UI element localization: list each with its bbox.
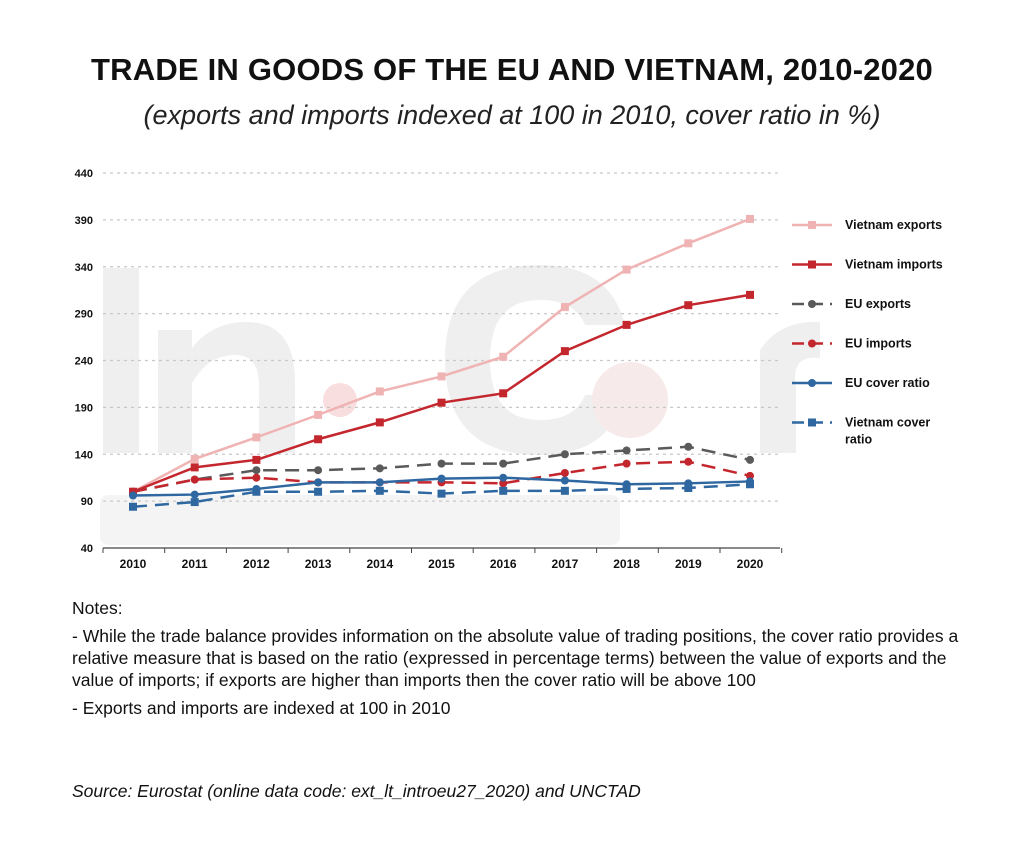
data-point bbox=[622, 459, 631, 468]
data-point bbox=[190, 454, 199, 463]
y-tick-label: 190 bbox=[75, 402, 93, 414]
y-tick-label: 140 bbox=[75, 449, 93, 461]
data-point bbox=[499, 352, 508, 361]
x-tick-label: 2010 bbox=[120, 557, 147, 571]
data-point bbox=[622, 446, 631, 455]
x-tick-label: 2015 bbox=[428, 557, 455, 571]
data-point bbox=[622, 484, 631, 493]
data-point bbox=[252, 433, 261, 442]
data-point bbox=[437, 489, 446, 498]
legend-marker bbox=[808, 418, 816, 427]
y-tick-label: 440 bbox=[75, 168, 93, 180]
data-point bbox=[437, 474, 446, 483]
note-item: - Exports and imports are indexed at 100… bbox=[72, 698, 451, 718]
data-point bbox=[375, 387, 384, 396]
data-point bbox=[375, 486, 384, 495]
y-tick-label: 340 bbox=[75, 262, 93, 274]
legend-label: EU exports bbox=[845, 297, 911, 311]
line-chart: 40 90 140 190 240 290 340 390 440 2010 2011 2012 201… bbox=[75, 168, 943, 571]
data-point bbox=[499, 459, 508, 468]
y-tick-label: 90 bbox=[81, 496, 93, 508]
data-point bbox=[560, 486, 569, 495]
data-point bbox=[314, 487, 323, 496]
data-point bbox=[437, 398, 446, 407]
x-tick-label: 2020 bbox=[737, 557, 764, 571]
x-tick-label: 2013 bbox=[305, 557, 332, 571]
x-tick-label: 2014 bbox=[366, 557, 393, 571]
data-point bbox=[746, 290, 754, 299]
x-tick-label: 2018 bbox=[613, 557, 640, 571]
data-point bbox=[684, 301, 693, 310]
y-tick-label: 240 bbox=[75, 356, 93, 368]
x-tick-label: 2011 bbox=[182, 557, 208, 571]
data-point bbox=[560, 469, 569, 477]
data-point bbox=[746, 455, 754, 464]
x-tick-label: 2012 bbox=[243, 557, 270, 571]
data-point bbox=[129, 491, 137, 500]
legend-label: Vietnam cover ratio bbox=[845, 416, 930, 447]
data-point bbox=[560, 450, 569, 459]
data-point bbox=[622, 320, 631, 329]
x-tick-label: 2017 bbox=[552, 557, 579, 571]
data-point bbox=[252, 466, 261, 475]
legend-label: EU imports bbox=[845, 337, 912, 351]
data-point bbox=[684, 457, 693, 466]
data-point bbox=[190, 498, 199, 507]
data-point bbox=[499, 479, 508, 488]
data-point bbox=[499, 389, 508, 398]
chart-subtitle: (exports and imports indexed at 100 in 2… bbox=[143, 100, 881, 130]
data-point bbox=[190, 475, 199, 484]
y-tick-label: 290 bbox=[75, 309, 93, 321]
x-tick-label: 2019 bbox=[675, 557, 702, 571]
source-text: Source: Eurostat (online data code: ext_… bbox=[72, 781, 641, 801]
data-point bbox=[314, 435, 323, 444]
chart-title: TRADE IN GOODS OF THE EU AND VIETNAM, 20… bbox=[91, 52, 933, 87]
y-tick-label: 40 bbox=[81, 543, 93, 555]
legend-label: Vietnam imports bbox=[845, 258, 943, 272]
legend-marker bbox=[808, 221, 816, 229]
legend-label: Vietnam exports bbox=[845, 218, 942, 232]
data-point bbox=[375, 478, 384, 487]
series-line-vietnam-exports bbox=[132, 217, 751, 493]
data-point bbox=[314, 466, 323, 475]
data-point bbox=[314, 478, 323, 487]
data-point bbox=[684, 442, 693, 451]
data-point bbox=[746, 214, 754, 223]
data-point bbox=[252, 473, 261, 482]
data-point bbox=[560, 303, 569, 312]
note-item: - While the trade balance provides infor… bbox=[72, 626, 959, 690]
data-point bbox=[746, 480, 754, 489]
legend-marker bbox=[808, 300, 816, 308]
data-point bbox=[190, 463, 199, 472]
data-point bbox=[499, 473, 508, 482]
legend-label: EU cover ratio bbox=[845, 376, 930, 390]
data-point bbox=[499, 486, 508, 495]
y-tick-label: 390 bbox=[75, 215, 93, 227]
legend-marker bbox=[808, 260, 816, 269]
legend-marker bbox=[808, 339, 816, 348]
data-point bbox=[684, 239, 693, 248]
data-point bbox=[375, 464, 384, 473]
notes-heading: Notes: bbox=[72, 598, 123, 618]
data-point bbox=[622, 265, 631, 274]
data-point bbox=[684, 484, 693, 492]
data-point bbox=[746, 471, 754, 480]
data-point bbox=[437, 372, 446, 381]
data-point bbox=[560, 476, 569, 485]
data-point bbox=[252, 455, 261, 464]
data-point bbox=[375, 418, 384, 427]
x-tick-label: 2016 bbox=[490, 557, 517, 571]
data-point bbox=[252, 487, 261, 496]
data-point bbox=[560, 347, 569, 356]
data-point bbox=[314, 410, 323, 419]
data-point bbox=[437, 459, 446, 468]
legend-marker bbox=[808, 379, 816, 387]
data-point bbox=[129, 502, 137, 511]
notes: Notes: - While the trade balance provide… bbox=[72, 597, 972, 725]
data-point bbox=[190, 490, 199, 499]
